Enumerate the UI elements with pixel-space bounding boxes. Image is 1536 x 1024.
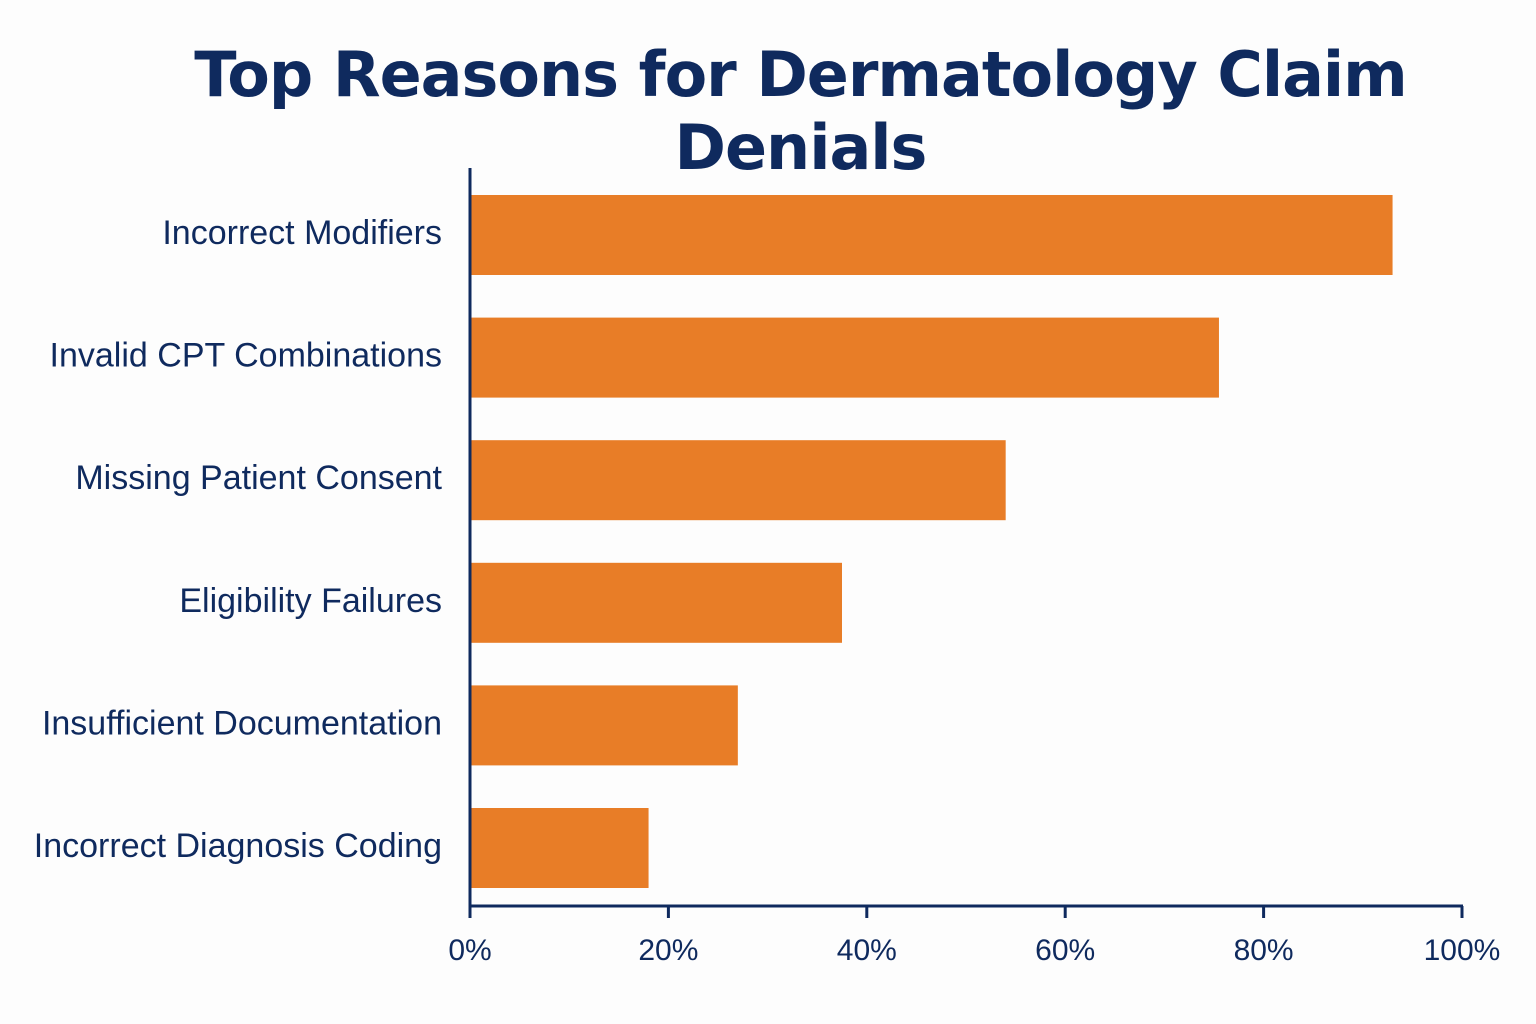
chart-title: Top Reasons for Dermatology Claim Denial… (194, 38, 1408, 184)
x-tick-label: 0% (448, 934, 491, 967)
x-tick-label: 20% (638, 934, 698, 967)
x-tick-label: 40% (837, 934, 897, 967)
x-axis-tick-labels: 0% 20% 40% 60% 80% 100% (448, 934, 1500, 967)
x-tick-label: 100% (1424, 934, 1501, 967)
bar (470, 195, 1393, 275)
x-tick-label: 60% (1035, 934, 1095, 967)
category-label: Insufficient Documentation (42, 704, 442, 742)
category-label: Invalid CPT Combinations (50, 337, 442, 375)
bar (470, 317, 1219, 398)
category-label: Missing Patient Consent (75, 459, 442, 497)
category-label: Incorrect Modifiers (162, 214, 442, 252)
x-axis-ticks (468, 906, 1464, 918)
category-labels: Incorrect Modifiers Invalid CPT Combinati… (34, 214, 443, 865)
bar (470, 562, 842, 643)
category-label: Incorrect Diagnosis Coding (34, 827, 442, 865)
bars-group (470, 195, 1393, 888)
category-label: Eligibility Failures (179, 582, 442, 620)
bar (470, 808, 649, 888)
bar (470, 685, 738, 766)
bar (470, 440, 1006, 521)
x-tick-label: 80% (1234, 934, 1294, 967)
